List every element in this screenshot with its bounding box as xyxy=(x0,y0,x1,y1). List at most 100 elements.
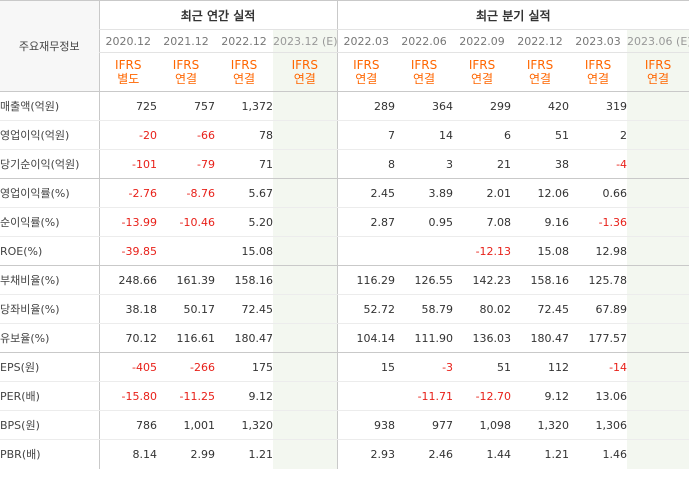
table-cell: 78 xyxy=(215,120,273,150)
basis-header: IFRS 연결 xyxy=(511,52,570,92)
table-cell: 126.55 xyxy=(395,265,454,295)
table-cell: 136.03 xyxy=(453,323,512,353)
basis-header: IFRS 연결 xyxy=(395,52,454,92)
table-cell: 14 xyxy=(395,120,454,150)
table-cell xyxy=(627,149,689,179)
basis-header: IFRS 연결 xyxy=(453,52,512,92)
table-cell: 67.89 xyxy=(569,294,628,324)
table-cell: -11.71 xyxy=(395,381,454,411)
table-cell xyxy=(627,178,689,208)
table-cell xyxy=(273,236,338,266)
period-header: 2020.12 xyxy=(98,29,157,53)
table-cell: 1.21 xyxy=(544,447,570,461)
table-cell: -2.76 xyxy=(98,178,157,208)
period-header: 2022.12 xyxy=(215,29,273,53)
table-cell: 175 xyxy=(215,352,273,382)
table-cell: -66 xyxy=(157,120,215,150)
table-cell xyxy=(273,265,338,295)
period-header: 2021.12 xyxy=(157,29,215,53)
table-cell xyxy=(273,207,338,237)
basis-header: IFRS 연결 xyxy=(627,52,689,92)
table-cell: 180.47 xyxy=(511,323,570,353)
table-cell xyxy=(273,323,338,353)
table-cell: 15.08 xyxy=(215,236,273,266)
table-cell: 5.67 xyxy=(215,178,273,208)
table-cell: 977 xyxy=(395,410,454,440)
table-cell: 420 xyxy=(511,91,570,121)
table-cell: 51 xyxy=(511,120,570,150)
table-cell: 2.93 xyxy=(336,439,396,469)
table-cell: 177.57 xyxy=(569,323,628,353)
table-cell xyxy=(336,236,396,266)
table-cell xyxy=(336,381,396,411)
row-label: PER(배) xyxy=(0,381,99,411)
table-cell: 142.23 xyxy=(453,265,512,295)
table-cell: 12.06 xyxy=(511,178,570,208)
table-cell: 15 xyxy=(336,352,396,382)
table-cell: 15.08 xyxy=(511,236,570,266)
row-label: 매출액(억원) xyxy=(0,91,99,121)
table-cell: 1,372 xyxy=(215,91,273,121)
table-cell: 2.46 xyxy=(428,447,454,461)
table-cell: 112 xyxy=(511,352,570,382)
table-row: 부채비율(%) 248.66 161.39 158.16 116.29 126.55 142… xyxy=(0,265,689,295)
row-label: PBR(배) xyxy=(0,448,41,462)
corner-label: 주요재무정보 xyxy=(0,0,99,92)
table-cell: -79 xyxy=(157,149,215,179)
table-cell: 13.06 xyxy=(569,381,628,411)
table-row: 당기순이익(억원) -101 -79 71 8 3 21 38 -4 xyxy=(0,149,689,179)
table-cell: 12.98 xyxy=(569,236,628,266)
table-cell: 9.12 xyxy=(511,381,570,411)
table-row: PER(배) -15.80 -11.25 9.12 -11.71 -12.70 9.12 13… xyxy=(0,381,689,411)
table-cell: 1,001 xyxy=(157,410,215,440)
table-cell xyxy=(273,352,338,382)
table-row: 영업이익(억원) -20 -66 78 7 14 6 51 2 xyxy=(0,120,689,150)
table-row: 순이익률(%) -13.99 -10.46 5.20 2.87 0.95 7.08 9.16-… xyxy=(0,207,689,237)
period-header-estimate: 2023.12 (E) xyxy=(273,29,338,53)
basis-header-row: IFRS 별도 IFRS 연결 IFRS 연결 IFRS 연결 IFRS 연결 IFRS 연… xyxy=(0,52,689,92)
table-cell: 9.16 xyxy=(511,207,570,237)
row-label: 영업이익(억원) xyxy=(0,120,99,150)
table-cell: 8.14 xyxy=(98,439,157,469)
table-cell: 0.66 xyxy=(569,178,628,208)
table-row: 매출액(억원) 725 757 1,372 289 364 299 420 319 xyxy=(0,91,689,121)
table-cell: 2.01 xyxy=(453,178,512,208)
table-cell: 289 xyxy=(336,91,396,121)
table-cell: 1,320 xyxy=(215,410,273,440)
table-cell: 21 xyxy=(453,149,512,179)
row-label: BPS(원) xyxy=(0,410,99,440)
table-cell: 111.90 xyxy=(395,323,454,353)
table-cell: 1,320 xyxy=(511,410,570,440)
period-header: 2023.03 xyxy=(569,29,628,53)
table-cell: 2.99 xyxy=(190,447,216,461)
table-cell: 319 xyxy=(569,91,628,121)
table-cell: -4 xyxy=(569,149,628,179)
table-cell: -12.70 xyxy=(453,381,512,411)
table-cell: 58.79 xyxy=(395,294,454,324)
period-header: 2022.09 xyxy=(453,29,512,53)
table-cell xyxy=(273,410,338,440)
basis-header: IFRS 연결 xyxy=(157,52,215,92)
table-cell xyxy=(627,381,689,411)
table-cell: 786 xyxy=(98,410,157,440)
table-cell: 70.12 xyxy=(98,323,157,353)
table-cell: 8 xyxy=(336,149,396,179)
basis-header: IFRS 연결 xyxy=(569,52,628,92)
table-cell: 161.39 xyxy=(157,265,215,295)
table-cell: 9.12 xyxy=(215,381,273,411)
table-cell: 50.17 xyxy=(157,294,215,324)
table-cell: 364 xyxy=(395,91,454,121)
table-cell: -15.80 xyxy=(98,381,157,411)
table-cell: 71 xyxy=(215,149,273,179)
table-cell: 757 xyxy=(157,91,215,121)
table-cell: 104.14 xyxy=(336,323,396,353)
table-cell: 72.45 xyxy=(215,294,273,324)
table-cell: 248.66 xyxy=(98,265,157,295)
table-cell xyxy=(273,91,338,121)
table-cell: -12.13 xyxy=(453,236,512,266)
table-cell: 1.46 xyxy=(602,447,628,461)
table-cell: 52.72 xyxy=(336,294,396,324)
table-cell xyxy=(627,236,689,266)
table-cell: 116.29 xyxy=(336,265,396,295)
